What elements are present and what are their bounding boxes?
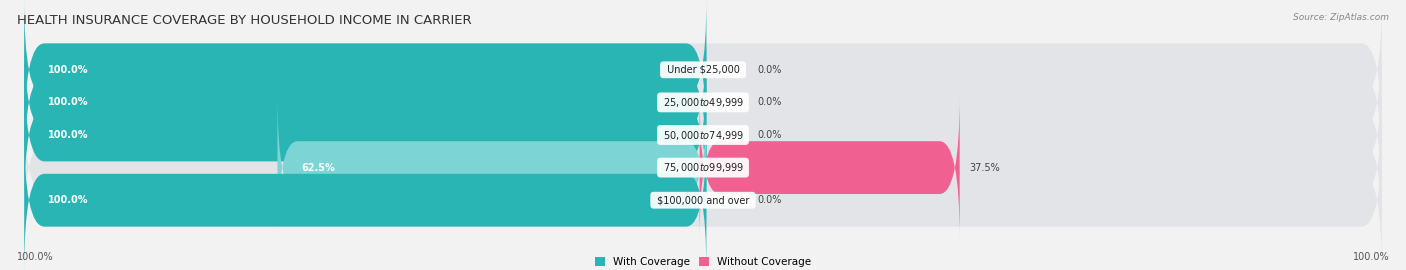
FancyBboxPatch shape [24, 31, 706, 174]
Text: 0.0%: 0.0% [756, 97, 782, 107]
Text: 37.5%: 37.5% [970, 163, 1001, 173]
FancyBboxPatch shape [700, 96, 960, 239]
FancyBboxPatch shape [24, 31, 1382, 174]
Text: HEALTH INSURANCE COVERAGE BY HOUSEHOLD INCOME IN CARRIER: HEALTH INSURANCE COVERAGE BY HOUSEHOLD I… [17, 14, 471, 26]
FancyBboxPatch shape [24, 64, 1382, 206]
Legend: With Coverage, Without Coverage: With Coverage, Without Coverage [591, 253, 815, 270]
Text: 0.0%: 0.0% [756, 195, 782, 205]
FancyBboxPatch shape [24, 0, 1382, 141]
Text: $100,000 and over: $100,000 and over [654, 195, 752, 205]
Text: 0.0%: 0.0% [756, 65, 782, 75]
FancyBboxPatch shape [24, 64, 706, 206]
Text: 0.0%: 0.0% [756, 130, 782, 140]
Text: $75,000 to $99,999: $75,000 to $99,999 [661, 161, 745, 174]
Text: 100.0%: 100.0% [1353, 252, 1389, 262]
FancyBboxPatch shape [277, 96, 706, 239]
Text: 100.0%: 100.0% [48, 65, 89, 75]
Text: Under $25,000: Under $25,000 [664, 65, 742, 75]
FancyBboxPatch shape [24, 129, 706, 270]
FancyBboxPatch shape [24, 0, 706, 141]
FancyBboxPatch shape [24, 96, 1382, 239]
Text: 100.0%: 100.0% [48, 195, 89, 205]
Text: 100.0%: 100.0% [48, 97, 89, 107]
Text: 100.0%: 100.0% [48, 130, 89, 140]
Text: $25,000 to $49,999: $25,000 to $49,999 [661, 96, 745, 109]
FancyBboxPatch shape [24, 129, 1382, 270]
Text: 100.0%: 100.0% [17, 252, 53, 262]
Text: Source: ZipAtlas.com: Source: ZipAtlas.com [1294, 14, 1389, 22]
Text: $50,000 to $74,999: $50,000 to $74,999 [661, 129, 745, 141]
Text: 62.5%: 62.5% [301, 163, 335, 173]
